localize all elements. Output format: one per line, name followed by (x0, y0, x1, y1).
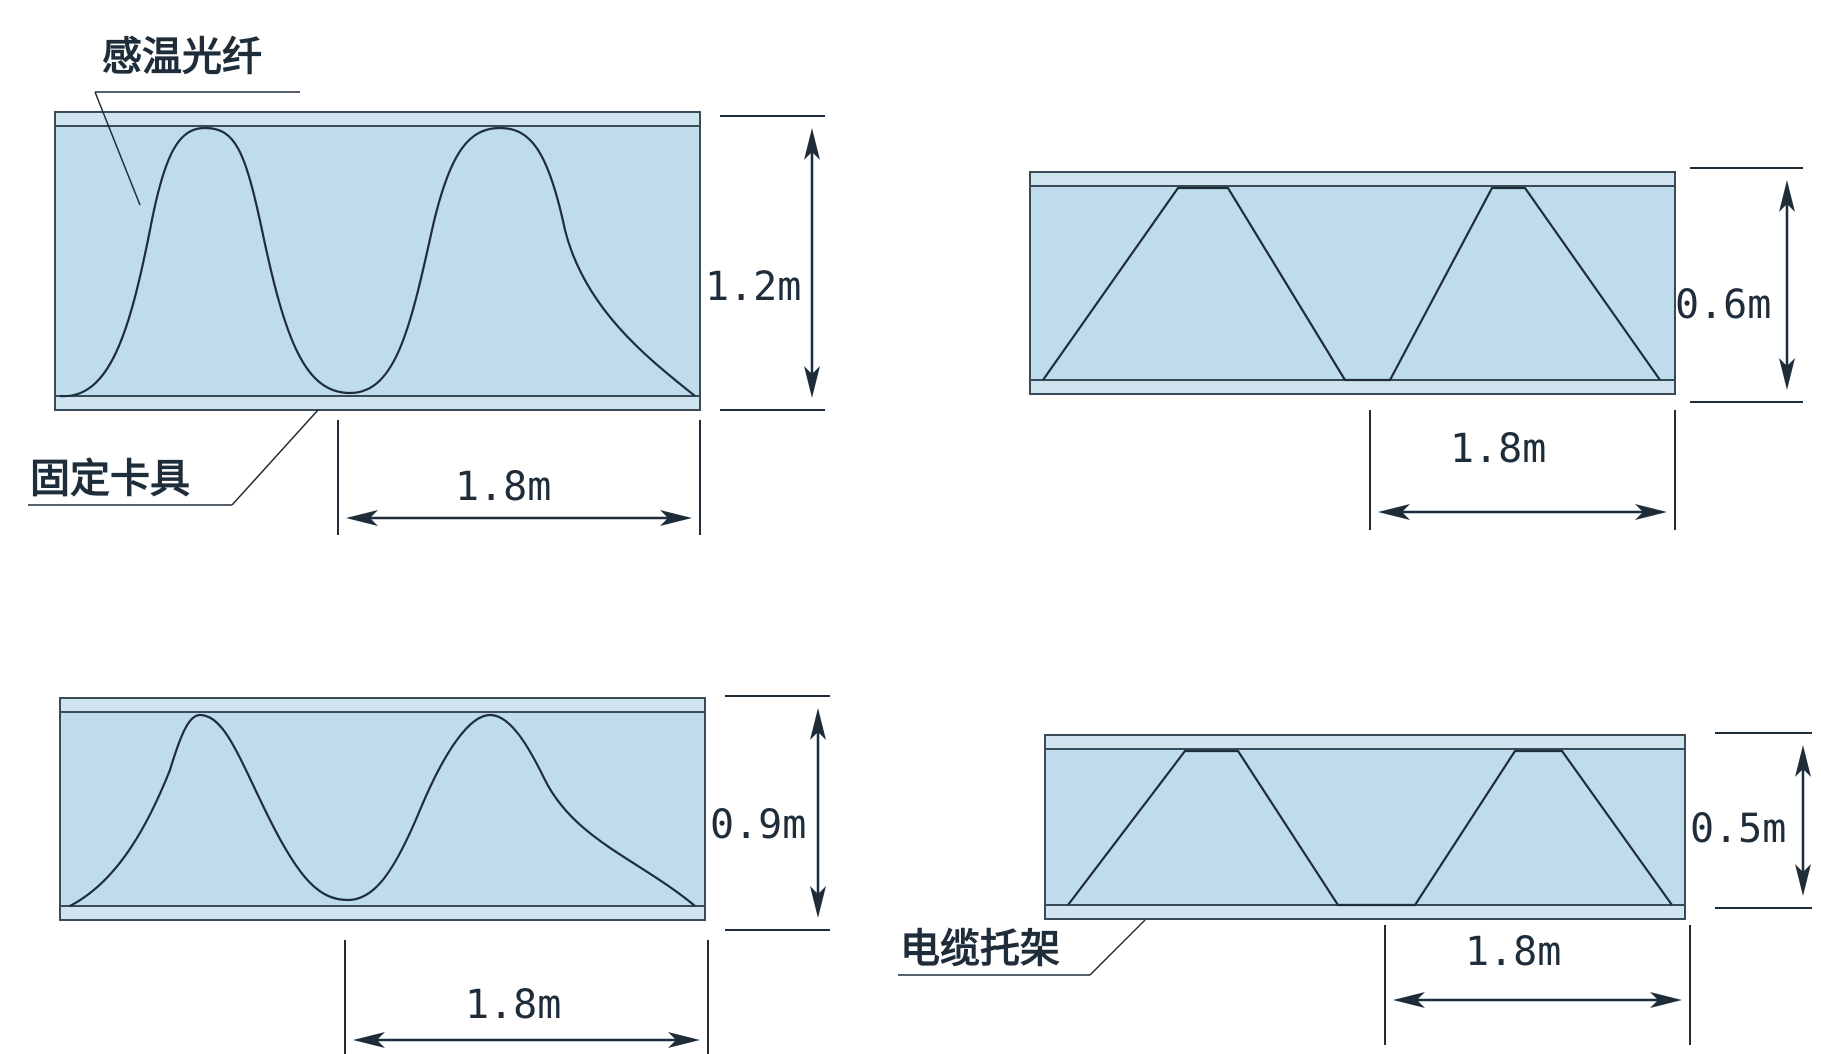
top-rail (1029, 171, 1676, 187)
tray-leader-line (1089, 919, 1146, 976)
sensing-fiber-curve (59, 126, 696, 398)
arrowhead-right (668, 1032, 700, 1048)
arrowhead-up (804, 128, 820, 160)
arrowhead-left (1378, 504, 1410, 520)
width-label: 1.8m (1465, 929, 1561, 975)
tray-body (1044, 734, 1686, 920)
top-rail (59, 697, 706, 713)
tray-label: 电缆托架 (900, 926, 1060, 972)
width-label: 1.8m (465, 982, 561, 1028)
clamp-label: 固定卡具 (30, 456, 190, 502)
tray-body (59, 697, 706, 921)
bottom-rail (1044, 904, 1686, 920)
arrowhead-right (660, 510, 692, 526)
bottom-rail (54, 395, 701, 411)
arrowhead-left (353, 1032, 385, 1048)
arrowhead-up (810, 708, 826, 740)
fiber-leader-line (94, 91, 141, 206)
tray-body (54, 111, 701, 411)
bottom-rail (59, 905, 706, 921)
sensing-fiber-zigzag (1067, 749, 1673, 907)
arrowhead-down (1795, 864, 1811, 896)
panel-bottom-left: 0.9m 1.8m (59, 695, 830, 1054)
height-label: 0.6m (1675, 282, 1771, 328)
bottom-rail (1029, 379, 1676, 395)
width-label: 1.8m (455, 464, 551, 510)
arrowhead-down (1779, 358, 1795, 390)
arrowhead-down (810, 886, 826, 918)
height-label: 1.2m (705, 264, 801, 310)
width-label: 1.8m (1450, 426, 1546, 472)
clamp-leader-line (231, 409, 319, 506)
arrowhead-up (1779, 180, 1795, 212)
panel-top-left: 感温光纤 固定卡具 1.2m 1.8m (28, 34, 825, 535)
height-label: 0.5m (1690, 806, 1786, 852)
arrowhead-left (346, 510, 378, 526)
sensing-fiber-zigzag (1042, 186, 1661, 382)
arrowhead-right (1635, 504, 1667, 520)
sensing-fiber-curve (69, 713, 696, 907)
tray-body (1029, 171, 1676, 395)
arrowhead-down (804, 366, 820, 398)
height-label: 0.9m (710, 802, 806, 848)
top-rail (1044, 734, 1686, 750)
arrowhead-left (1393, 992, 1425, 1008)
fiber-label: 感温光纤 (102, 34, 262, 80)
arrowhead-right (1650, 992, 1682, 1008)
arrowhead-up (1795, 745, 1811, 777)
panel-bottom-right: 电缆托架 0.5m 1.8m (898, 732, 1812, 1045)
panel-top-right: 0.6m 1.8m (1029, 167, 1803, 530)
top-rail (54, 111, 701, 127)
